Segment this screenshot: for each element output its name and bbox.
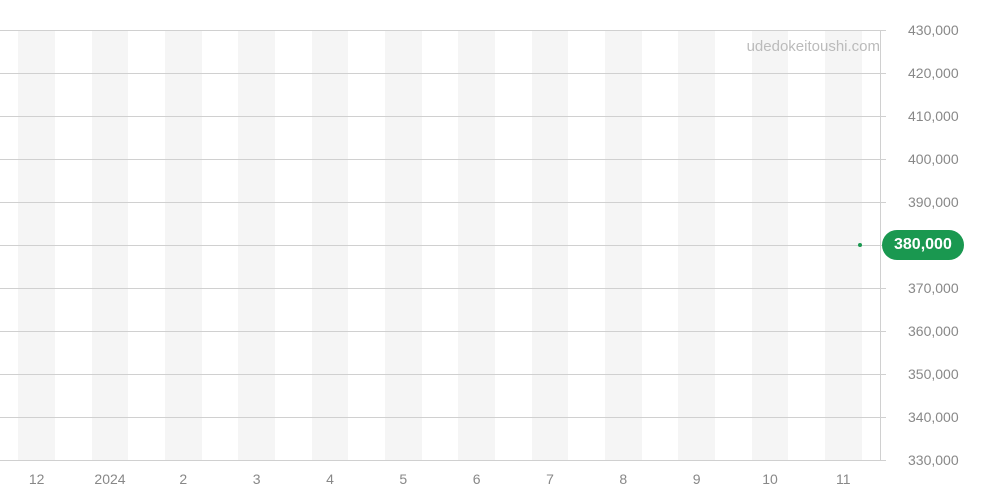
price-chart: 330,000 340,000 350,000 360,000 370,000 380,0…	[0, 0, 1000, 500]
y-axis-label: 420,000	[908, 65, 959, 81]
x-axis-label: 9	[693, 471, 701, 487]
x-axis-label: 4	[326, 471, 334, 487]
x-axis-label: 2024	[94, 471, 125, 487]
gridline-h	[0, 245, 880, 246]
y-axis-label: 340,000	[908, 409, 959, 425]
gridline-h	[0, 116, 880, 117]
x-axis-label: 2	[179, 471, 187, 487]
x-axis-label: 6	[473, 471, 481, 487]
current-value-badge: 380,000	[882, 230, 964, 260]
gridline-h	[0, 460, 880, 461]
watermark: udedokeitoushi.com	[747, 38, 880, 55]
plot-area	[0, 30, 880, 460]
x-axis: 12 2024 2 3 4 5 6 7 8 9 10 11	[0, 465, 880, 495]
x-axis-label: 7	[546, 471, 554, 487]
y-axis-label: 370,000	[908, 280, 959, 296]
y-axis-label: 350,000	[908, 366, 959, 382]
x-axis-label: 12	[29, 471, 45, 487]
y-axis-label: 430,000	[908, 22, 959, 38]
y-tick	[880, 288, 886, 289]
x-axis-label: 5	[399, 471, 407, 487]
y-axis-label: 330,000	[908, 452, 959, 468]
y-axis-label: 410,000	[908, 108, 959, 124]
y-tick	[880, 417, 886, 418]
x-axis-label: 10	[762, 471, 778, 487]
y-tick	[880, 30, 886, 31]
gridline-h	[0, 73, 880, 74]
y-tick	[880, 73, 886, 74]
gridline-h	[0, 331, 880, 332]
y-axis-label: 400,000	[908, 151, 959, 167]
gridline-h	[0, 288, 880, 289]
x-axis-label: 3	[253, 471, 261, 487]
y-tick	[880, 460, 886, 461]
gridline-h	[0, 159, 880, 160]
y-axis-label: 360,000	[908, 323, 959, 339]
y-tick	[880, 159, 886, 160]
gridline-h	[0, 202, 880, 203]
y-tick	[880, 374, 886, 375]
x-axis-label: 8	[619, 471, 627, 487]
y-tick	[880, 331, 886, 332]
y-tick	[880, 116, 886, 117]
y-axis-label: 390,000	[908, 194, 959, 210]
gridline-h	[0, 374, 880, 375]
gridline-h	[0, 417, 880, 418]
x-axis-label: 11	[836, 471, 851, 487]
data-point	[858, 243, 862, 247]
gridline-h	[0, 30, 880, 31]
y-tick	[880, 202, 886, 203]
